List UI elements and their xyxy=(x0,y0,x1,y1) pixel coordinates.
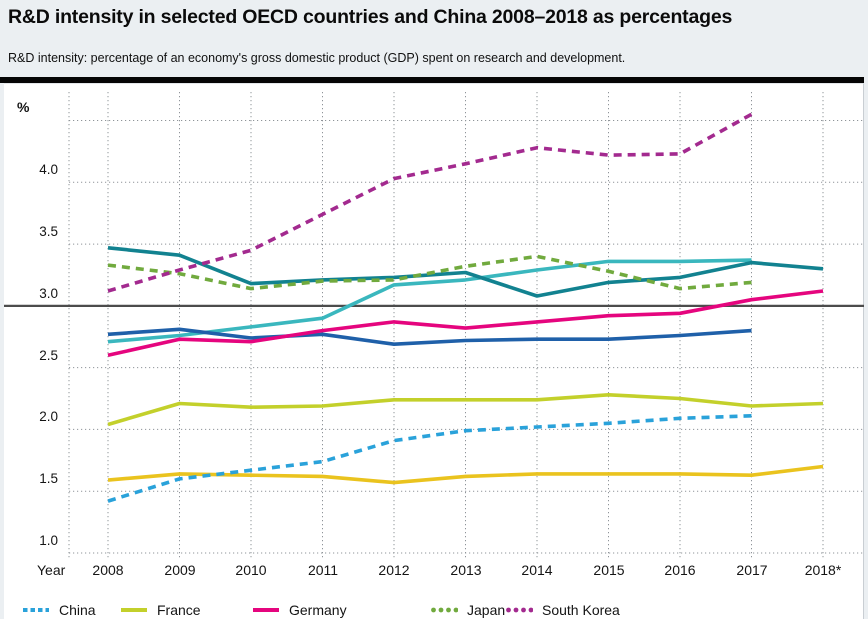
y-tick-label-2.5: 2.5 xyxy=(39,348,58,363)
x-tick-label-2015: 2015 xyxy=(593,562,625,578)
dotted-line-swatch-icon xyxy=(506,607,533,612)
legend-item-france: France xyxy=(120,601,201,618)
legend-item-china: China xyxy=(22,601,96,618)
page-subtitle: R&D intensity: percentage of an economy'… xyxy=(8,51,626,65)
legend-item-south-korea: South Korea xyxy=(505,601,620,618)
y-tick-label-1.0: 1.0 xyxy=(39,533,58,548)
solid-line-swatch-icon xyxy=(253,607,279,612)
x-tick-label-2014: 2014 xyxy=(521,562,553,578)
dashed-line-swatch-icon xyxy=(23,607,49,612)
x-axis-title: Year xyxy=(37,562,66,578)
page-title: R&D intensity in selected OECD countries… xyxy=(8,6,733,28)
legend-item-germany: Germany xyxy=(252,601,347,618)
legend-label: Germany xyxy=(289,601,347,618)
x-tick-label-2018: 2018* xyxy=(804,562,842,578)
x-tick-label-2012: 2012 xyxy=(378,562,410,578)
y-tick-label-3.0: 3.0 xyxy=(39,286,58,301)
legend-label: China xyxy=(59,601,96,618)
legend-label: France xyxy=(157,601,201,618)
chart-panel xyxy=(4,83,864,619)
legend-label: Japan xyxy=(467,601,506,618)
x-tick-label-2017: 2017 xyxy=(736,562,768,578)
x-tick-label-2011: 2011 xyxy=(307,562,339,578)
x-tick-label-2008: 2008 xyxy=(92,562,124,578)
y-axis-unit-label: % xyxy=(17,99,30,115)
y-tick-label-1.5: 1.5 xyxy=(39,471,58,486)
y-tick-label-3.5: 3.5 xyxy=(39,224,58,239)
x-tick-label-2013: 2013 xyxy=(450,562,482,578)
x-tick-label-2010: 2010 xyxy=(235,562,267,578)
solid-line-swatch-icon xyxy=(121,607,147,612)
title-divider-rule xyxy=(0,77,864,83)
x-tick-label-2009: 2009 xyxy=(164,562,196,578)
legend-item-japan: Japan xyxy=(430,601,505,618)
y-tick-label-4.0: 4.0 xyxy=(39,162,58,177)
dotted-line-swatch-icon xyxy=(431,607,458,612)
x-tick-label-2016: 2016 xyxy=(664,562,696,578)
legend-label: South Korea xyxy=(542,601,620,618)
y-tick-label-2.0: 2.0 xyxy=(39,409,58,424)
